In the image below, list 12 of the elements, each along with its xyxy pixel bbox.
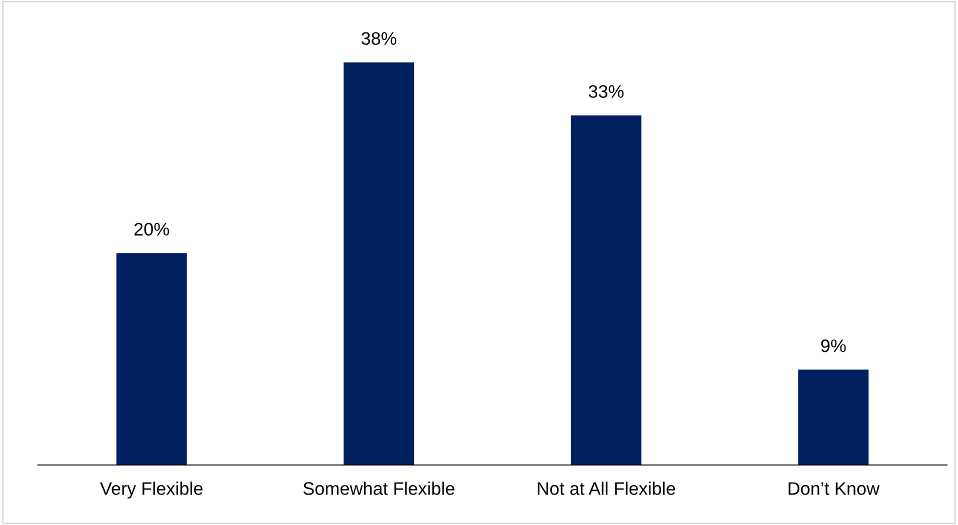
- bar: [116, 253, 187, 465]
- data-label: 20%: [134, 222, 170, 236]
- data-label: 38%: [361, 32, 396, 45]
- x-tick-label: Very Flexible: [100, 482, 203, 498]
- data-label: 33%: [588, 85, 624, 98]
- bar: [570, 115, 642, 465]
- bar: [344, 62, 414, 465]
- x-tick-label: Somewhat Flexible: [303, 482, 454, 495]
- bar: [798, 370, 869, 465]
- x-tick-label: Don’t Know: [788, 482, 880, 495]
- data-label: 9%: [821, 339, 846, 352]
- x-tick-label: Not at All Flexible: [538, 482, 676, 495]
